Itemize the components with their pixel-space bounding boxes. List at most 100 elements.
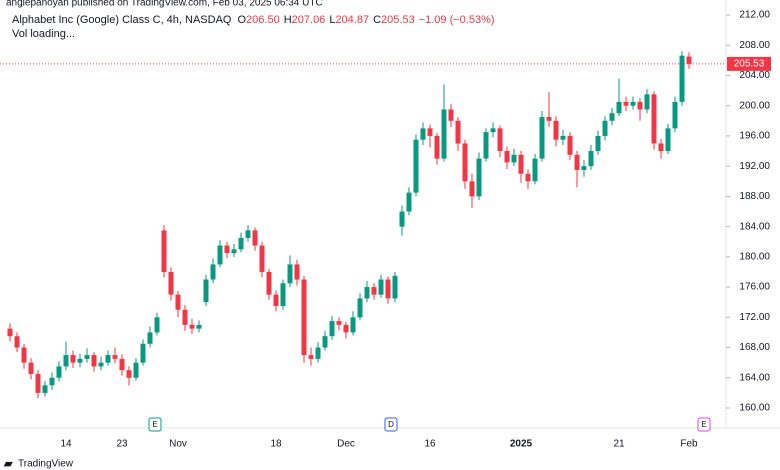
last-price-label: 205.53 xyxy=(734,59,765,70)
candle-body xyxy=(637,101,643,110)
candle-body xyxy=(231,249,237,254)
candle-body xyxy=(147,332,153,344)
candle-body xyxy=(280,283,286,306)
legend-part: 206.50 xyxy=(246,14,280,26)
candle-body xyxy=(322,336,328,348)
candle-body xyxy=(630,101,636,106)
candle-body xyxy=(420,128,426,140)
candle-body xyxy=(119,358,125,371)
candle-body xyxy=(245,230,251,238)
candle-body xyxy=(42,385,48,393)
legend-part: 207.06 xyxy=(292,14,326,26)
candle-body xyxy=(301,279,307,356)
candle-body xyxy=(567,135,573,155)
candle-body xyxy=(7,328,13,337)
candle-body xyxy=(126,370,132,378)
candle-body xyxy=(133,362,139,378)
candle-body xyxy=(70,355,76,363)
candle-body xyxy=(154,317,160,333)
candle-body xyxy=(168,271,174,295)
legend-part: 205.53 xyxy=(381,14,415,26)
x-tick-label: 23 xyxy=(116,439,128,450)
legend-part: L xyxy=(329,14,335,26)
y-tick-label: 184.00 xyxy=(739,221,770,232)
candle-body xyxy=(483,132,489,159)
candle-body xyxy=(546,117,552,121)
candle-body xyxy=(441,109,447,159)
event-label: E xyxy=(152,420,157,429)
x-tick-label: 18 xyxy=(270,439,282,450)
candle-body xyxy=(413,139,419,193)
candle-body xyxy=(532,158,538,182)
candle-body xyxy=(273,294,279,306)
candle-body xyxy=(84,355,90,359)
event-label: D xyxy=(388,420,394,429)
candle-body xyxy=(56,366,62,378)
candle-body xyxy=(399,211,405,227)
candle-body xyxy=(308,355,314,359)
candle-body xyxy=(378,279,384,295)
candle-body xyxy=(21,347,27,363)
candle-body xyxy=(595,135,601,152)
candle-body xyxy=(77,358,83,363)
legend-part: −1.09 (−0.53%) xyxy=(419,14,495,26)
y-tick-label: 188.00 xyxy=(739,191,770,202)
y-tick-label: 168.00 xyxy=(739,342,770,353)
candle-body xyxy=(651,94,657,144)
x-tick-label: 2025 xyxy=(510,439,533,450)
candle-body xyxy=(182,309,188,325)
x-tick-label: 16 xyxy=(424,439,436,450)
candle-body xyxy=(364,287,370,299)
candle-body xyxy=(329,321,335,337)
legend-part: C xyxy=(373,14,381,26)
candle-body xyxy=(511,154,517,163)
event-marker xyxy=(148,417,162,432)
candle-body xyxy=(644,94,650,110)
candle-body xyxy=(525,173,531,182)
last-price-box xyxy=(727,56,771,71)
y-tick-label: 176.00 xyxy=(739,282,770,293)
candle-body xyxy=(343,324,349,333)
candle-body xyxy=(49,377,55,386)
candle-body xyxy=(581,166,587,170)
y-tick-label: 208.00 xyxy=(739,40,770,51)
candle-body xyxy=(252,230,258,246)
candle-body xyxy=(350,317,356,333)
candle-body xyxy=(35,373,41,393)
y-tick-label: 160.00 xyxy=(739,403,770,414)
candle-body xyxy=(371,287,377,295)
x-tick-label: Dec xyxy=(337,439,355,450)
x-tick-label: Feb xyxy=(680,439,698,450)
y-tick-label: 192.00 xyxy=(739,161,770,172)
candle-body xyxy=(203,279,209,303)
legend-part: Alphabet Inc (Google) Class C, 4h, NASDA… xyxy=(12,14,232,26)
candle-body xyxy=(14,336,20,348)
candle-body xyxy=(175,294,181,310)
event-label: E xyxy=(701,420,706,429)
candle-body xyxy=(294,264,300,280)
published-note: anglepanoyan published on TradingView.co… xyxy=(6,0,323,9)
y-tick-label: 196.00 xyxy=(739,131,770,142)
candle-body xyxy=(560,135,566,140)
y-tick-label: 164.00 xyxy=(739,372,770,383)
candle-body xyxy=(406,192,412,212)
candle-body xyxy=(161,230,167,272)
candle-body xyxy=(196,324,202,329)
candle-body xyxy=(588,151,594,167)
candle-body xyxy=(28,362,34,374)
legend-line: Alphabet Inc (Google) Class C, 4h, NASDA… xyxy=(12,14,495,26)
candle-body xyxy=(490,128,496,133)
y-tick-label: 204.00 xyxy=(739,70,770,81)
candle-body xyxy=(469,181,475,197)
candle-body xyxy=(455,120,461,144)
candle-body xyxy=(392,275,398,299)
candle-body xyxy=(112,355,118,359)
event-marker xyxy=(384,417,398,432)
y-tick-label: 200.00 xyxy=(739,100,770,111)
candle-body xyxy=(609,113,615,121)
candle-body xyxy=(476,158,482,197)
candle-body xyxy=(287,264,293,284)
